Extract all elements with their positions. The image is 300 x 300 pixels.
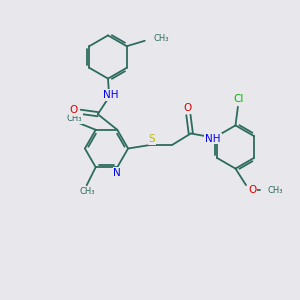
Text: CH₃: CH₃ bbox=[153, 34, 169, 43]
Text: NH: NH bbox=[103, 90, 118, 100]
Text: NH: NH bbox=[205, 134, 221, 144]
Text: CH₃: CH₃ bbox=[268, 186, 283, 195]
Text: S: S bbox=[148, 134, 155, 145]
Text: CH₃: CH₃ bbox=[66, 114, 82, 123]
Text: O: O bbox=[183, 103, 191, 113]
Text: N: N bbox=[113, 168, 121, 178]
Text: CH₃: CH₃ bbox=[80, 187, 95, 196]
Text: O: O bbox=[248, 185, 256, 195]
Text: Cl: Cl bbox=[233, 94, 244, 104]
Text: O: O bbox=[70, 105, 78, 115]
